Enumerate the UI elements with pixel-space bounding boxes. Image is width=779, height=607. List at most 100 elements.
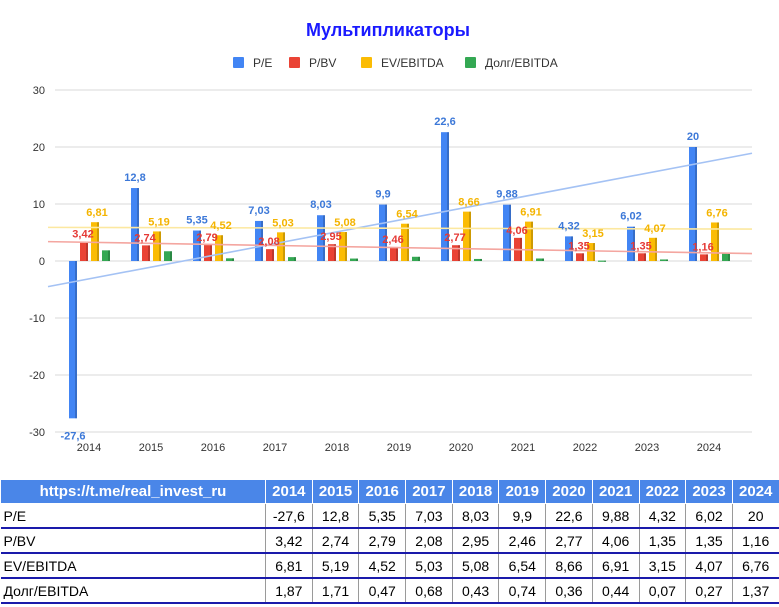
table-cell: 1,35	[638, 528, 687, 554]
bar-3-5	[412, 256, 420, 261]
bar-shade-1-5	[396, 246, 398, 261]
data-label-1-8: 1,35	[568, 240, 589, 252]
data-label-2-7: 6,91	[520, 207, 541, 219]
table-row: EV/EBITDA 6,81 5,19 4,52 5,03 5,08 6,54 8,66 6,9…	[0, 553, 779, 579]
legend-swatch-1	[289, 57, 300, 68]
data-label-2-5: 6,54	[396, 209, 418, 221]
data-label-0-6: 22,6	[434, 116, 455, 128]
bar-0-9	[627, 226, 635, 261]
bar-0-10	[689, 147, 697, 261]
data-label-0-2: 5,35	[186, 215, 207, 227]
table-header-link[interactable]: https://t.me/real_invest_ru	[0, 479, 266, 504]
table-cell: 6,76	[731, 553, 779, 579]
bar-1-0	[80, 241, 88, 261]
table-cell: 1,16	[731, 528, 779, 554]
table-cell: 5,19	[311, 553, 360, 579]
table-year-2017: 2017	[405, 479, 453, 504]
data-label-0-8: 4,32	[558, 220, 579, 232]
bar-1-6	[452, 245, 460, 261]
data-label-2-9: 4,07	[644, 223, 665, 235]
table-cell: 4,07	[685, 553, 733, 579]
trendline-2	[47, 226, 753, 230]
table-cell: 3,15	[638, 553, 687, 579]
bar-shade-3-9	[666, 259, 668, 261]
table-cell: 1,71	[311, 578, 360, 604]
legend-swatch-2	[361, 57, 372, 68]
table-cell: 0,74	[498, 578, 547, 604]
table-cell: 0,27	[685, 578, 733, 604]
bar-3-2	[226, 258, 234, 261]
legend: P/E P/BV EV/EBITDA Долг/EBITDA	[233, 56, 558, 70]
x-tick-label-4: 2018	[325, 442, 349, 454]
bar-1-10	[700, 254, 708, 261]
data-label-2-8: 3,15	[582, 228, 603, 240]
data-label-2-2: 4,52	[210, 220, 231, 232]
table-year-2019: 2019	[498, 479, 547, 504]
bar-0-0	[69, 261, 77, 419]
data-label-1-7: 4,06	[506, 225, 527, 237]
bar-3-0	[102, 250, 110, 261]
table-row-label: P/E	[0, 503, 266, 529]
bar-0-6	[441, 132, 449, 261]
table-year-2024: 2024	[731, 479, 779, 504]
bar-2-6	[463, 211, 471, 261]
data-label-0-1: 12,8	[124, 172, 145, 184]
bar-2-2	[215, 235, 223, 261]
bar-2-3	[277, 232, 285, 261]
table-cell: 5,03	[405, 553, 453, 579]
table-year-2014: 2014	[265, 479, 313, 504]
table-row: P/E -27,6 12,8 5,35 7,03 8,03 9,9 22,6 9,88 4,32 6…	[0, 503, 779, 529]
table-row-label: P/BV	[0, 528, 266, 554]
bar-0-8	[565, 236, 573, 261]
y-tick-label-3: 0	[39, 256, 45, 268]
table-year-2021: 2021	[591, 479, 640, 504]
table-body: P/E -27,6 12,8 5,35 7,03 8,03 9,9 22,6 9,88 4,32 6…	[0, 503, 779, 604]
bar-3-10	[722, 253, 730, 261]
table-cell: 2,08	[405, 528, 453, 554]
data-label-2-0: 6,81	[86, 207, 107, 219]
trendline-1	[47, 240, 753, 255]
x-tick-label-2: 2016	[201, 442, 225, 454]
table-cell: 6,81	[265, 553, 313, 579]
bar-shade-2-0	[97, 222, 99, 261]
bar-shade-2-6	[469, 211, 471, 261]
bar-1-4	[328, 244, 336, 261]
bar-0-2	[193, 230, 201, 261]
bar-shade-0-9	[633, 226, 635, 261]
bar-shade-3-10	[728, 253, 730, 261]
table-cell: 4,32	[638, 503, 687, 529]
table-cell: 4,06	[591, 528, 640, 554]
data-label-1-9: 1,35	[630, 240, 651, 252]
table-cell: 12,8	[311, 503, 360, 529]
bar-2-5	[401, 223, 409, 261]
bar-shade-1-1	[148, 245, 150, 261]
table-year-2016: 2016	[358, 479, 407, 504]
table-cell: 6,91	[591, 553, 640, 579]
bar-3-8	[598, 260, 606, 262]
legend-label-1: P/BV	[309, 56, 336, 70]
bar-shade-0-5	[385, 204, 387, 261]
table-year-2020: 2020	[545, 479, 593, 504]
x-tick-label-10: 2024	[697, 442, 721, 454]
data-label-1-6: 2,77	[444, 232, 465, 244]
table-cell: 2,77	[545, 528, 593, 554]
bar-3-1	[164, 251, 172, 261]
trendline-0	[47, 152, 753, 288]
table-cell: 1,87	[265, 578, 313, 604]
bar-shade-2-8	[593, 243, 595, 261]
bar-2-8	[587, 243, 595, 261]
table-cell: 1,37	[731, 578, 779, 604]
x-tick-label-8: 2022	[573, 442, 597, 454]
table-cell: 2,95	[451, 528, 500, 554]
bar-2-10	[711, 222, 719, 261]
data-label-2-10: 6,76	[706, 207, 727, 219]
bar-shade-3-6	[480, 258, 482, 261]
bar-shade-1-9	[644, 253, 646, 261]
bar-shade-0-6	[447, 132, 449, 261]
bar-shade-0-1	[137, 188, 139, 261]
bar-shade-2-10	[717, 222, 719, 261]
bar-shade-0-8	[571, 236, 573, 261]
table-cell: 0,47	[358, 578, 407, 604]
data-label-1-0: 3,42	[72, 229, 93, 241]
bar-shade-3-0	[108, 250, 110, 261]
